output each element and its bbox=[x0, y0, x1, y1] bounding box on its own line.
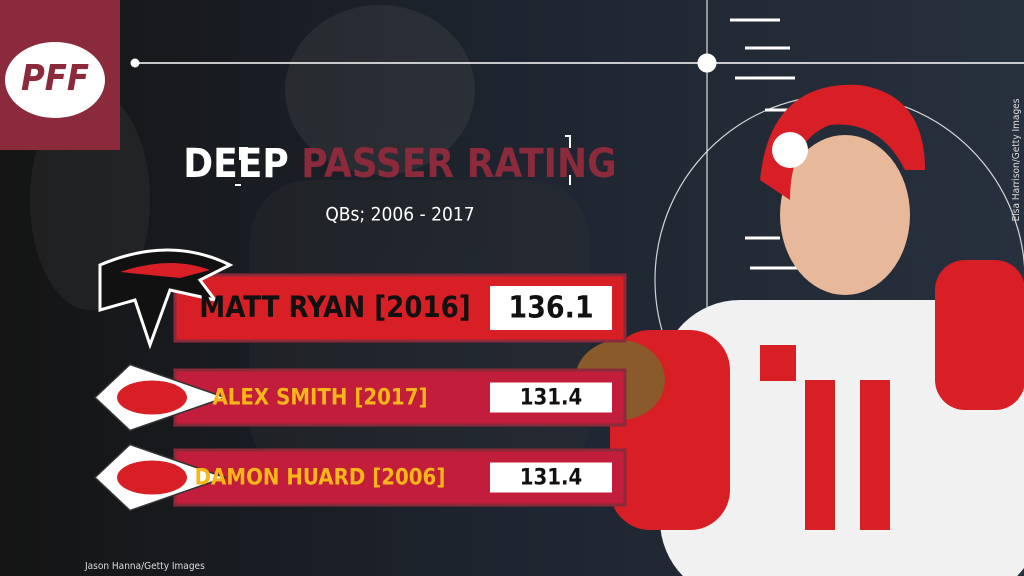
team-logo bbox=[98, 248, 234, 350]
player-name: ALEX SMITH [2017] bbox=[212, 386, 427, 411]
title-bracket bbox=[235, 175, 571, 186]
title: DEEP PASSER RATING bbox=[183, 141, 616, 187]
pff-logo: PFF bbox=[0, 0, 120, 150]
entry-row: ALEX SMITH [2017] 131.4 bbox=[93, 363, 627, 432]
logo-text: PFF bbox=[21, 58, 89, 99]
player-name: MATT RYAN [2016] bbox=[199, 290, 470, 324]
rating-value: 131.4 bbox=[520, 466, 583, 491]
team-logo-accent bbox=[117, 380, 187, 415]
title-bracket bbox=[239, 135, 571, 160]
title-part: DEEP bbox=[183, 141, 288, 187]
value-box bbox=[490, 286, 612, 330]
subtitle: QBs; 2006 - 2017 bbox=[325, 204, 474, 226]
entry-row: MATT RYAN [2016] 136.1 bbox=[98, 248, 627, 350]
rating-value: 136.1 bbox=[508, 291, 593, 326]
value-box bbox=[490, 462, 612, 493]
rating-value: 131.4 bbox=[520, 386, 583, 411]
team-logo-accent bbox=[120, 262, 210, 278]
player-name: DAMON HUARD [2006] bbox=[195, 466, 446, 491]
title-part: PASSER RATING bbox=[301, 141, 616, 187]
entries: MATT RYAN [2016] 136.1 ALEX SMITH [2017] 13… bbox=[93, 248, 627, 512]
photo-credit: Jason Hanna/Getty Images bbox=[84, 561, 205, 572]
team-logo-accent bbox=[117, 460, 187, 495]
value-box bbox=[490, 382, 612, 413]
entry-row: DAMON HUARD [2006] 131.4 bbox=[93, 443, 627, 512]
photo-credit: Elsa Harrison/Getty Images bbox=[1011, 98, 1022, 221]
